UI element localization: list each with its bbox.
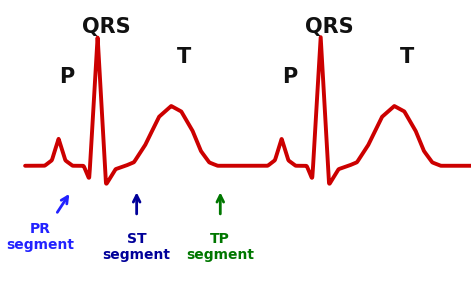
Text: P: P (59, 68, 74, 87)
Text: QRS: QRS (82, 16, 130, 37)
Text: P: P (283, 68, 298, 87)
Text: QRS: QRS (305, 16, 353, 37)
Text: T: T (177, 47, 191, 67)
Text: PR
segment: PR segment (7, 222, 75, 252)
Text: TP
segment: TP segment (186, 232, 254, 262)
Text: ST
segment: ST segment (103, 232, 171, 262)
Text: T: T (400, 47, 414, 67)
